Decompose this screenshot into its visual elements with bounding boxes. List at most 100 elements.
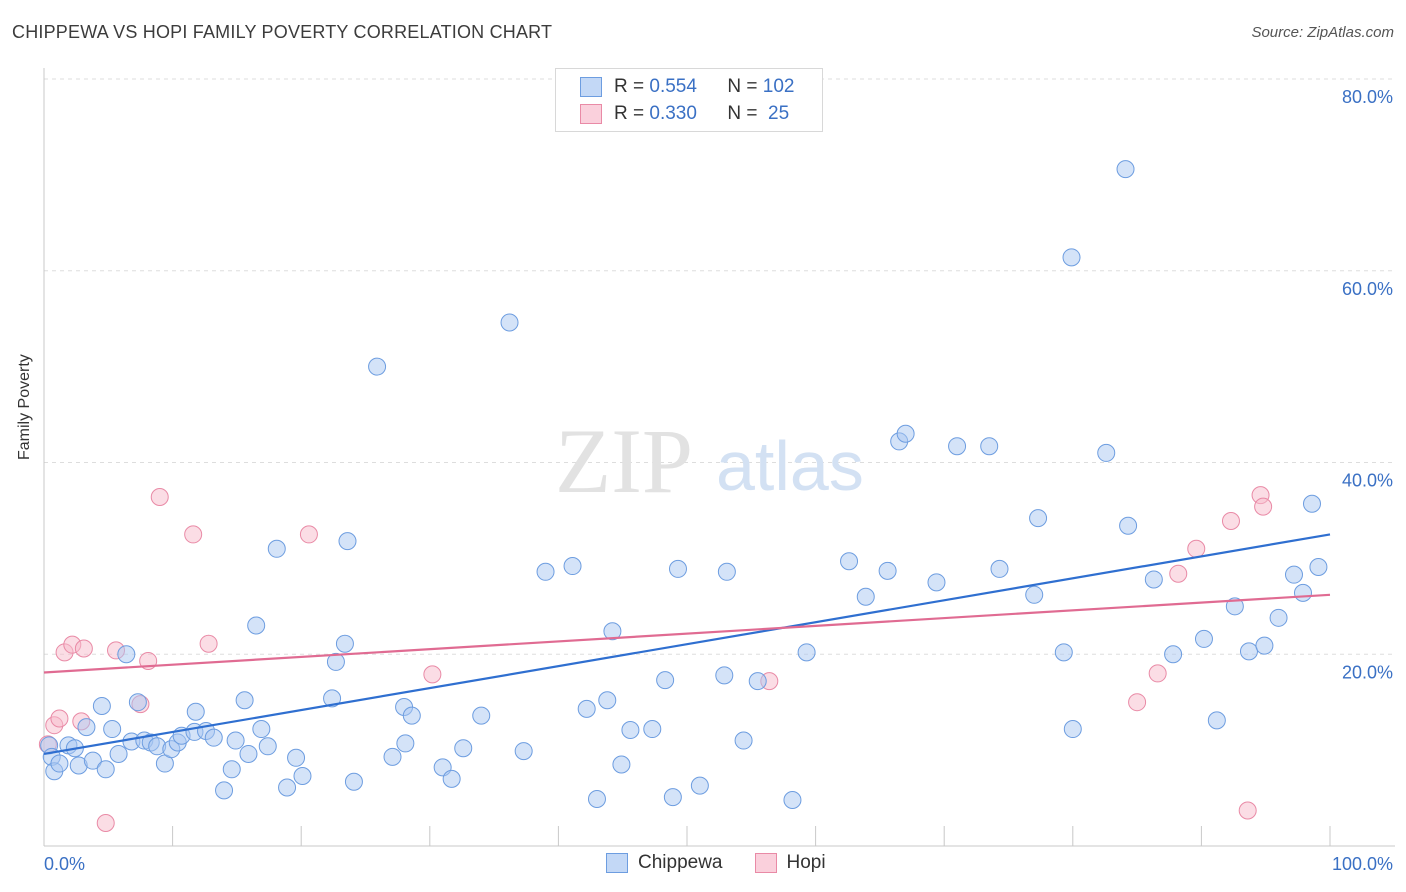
x-tick-label: 100.0% (1332, 854, 1393, 874)
chippewa-point (1309, 558, 1328, 577)
hopi-point (199, 634, 218, 653)
n-value: 102 (762, 76, 795, 97)
chippewa-point (1302, 494, 1321, 513)
chippewa-point (287, 748, 306, 767)
chippewa-point (326, 652, 345, 671)
chippewa-point (990, 559, 1009, 578)
chippewa-point (663, 788, 682, 807)
y-tick-labels: 20.0% 40.0% 60.0% 80.0% (1342, 87, 1393, 682)
chippewa-point (927, 573, 946, 592)
chippewa-point (656, 671, 675, 690)
chippewa-point (748, 672, 767, 691)
chippewa-point (1144, 570, 1163, 589)
chippewa-point (1164, 645, 1183, 664)
chippewa-point (603, 622, 622, 641)
hopi-point (423, 665, 442, 684)
chippewa-point (338, 532, 357, 551)
chippewa-point (77, 718, 96, 737)
legend-row-hopi: R = 0.330 N = 25 (580, 102, 789, 126)
chippewa-point (1194, 629, 1213, 648)
chippewa-point (896, 424, 915, 443)
chippewa-swatch (580, 77, 602, 97)
chippewa-points (40, 160, 1328, 809)
y-tick-label: 40.0% (1342, 471, 1393, 491)
y-tick-label: 20.0% (1342, 662, 1393, 682)
r-label: R = (614, 76, 650, 97)
r-label: R = (614, 103, 650, 124)
chippewa-point (715, 666, 734, 685)
hopi-point (150, 488, 169, 507)
chippewa-point (96, 760, 115, 779)
chippewa-point (258, 737, 277, 756)
chippewa-point (856, 587, 875, 606)
chippewa-point (840, 552, 859, 571)
chippewa-point (278, 778, 297, 797)
chippewa-trend-line (43, 533, 1331, 756)
watermark-atlas: atlas (716, 427, 864, 505)
chippewa-point (50, 754, 69, 773)
hopi-point (50, 709, 69, 728)
chippewa-point (293, 767, 312, 786)
chippewa-point (1029, 509, 1048, 528)
chippewa-point (980, 437, 999, 456)
chippewa-point (454, 739, 473, 758)
y-tick-label: 80.0% (1342, 87, 1393, 107)
x-tick-label: 0.0% (44, 854, 85, 874)
chippewa-point (247, 616, 266, 635)
watermark-zip: ZIP (555, 410, 693, 512)
n-label: N = (727, 76, 763, 97)
chippewa-point (109, 744, 128, 763)
hopi-point (74, 639, 93, 658)
hopi-swatch (580, 104, 602, 124)
r-value: 0.554 (649, 76, 697, 97)
axes (43, 68, 1395, 847)
chippewa-point (396, 734, 415, 753)
chippewa-point (587, 790, 606, 809)
n-label: N = (727, 103, 763, 124)
chippewa-point (1239, 642, 1258, 661)
hopi-point (1238, 801, 1257, 820)
chippewa-point (267, 539, 286, 558)
chippewa-point (612, 755, 631, 774)
chippewa-point (1119, 516, 1138, 535)
chippewa-point (783, 790, 802, 809)
chippewa-point (1225, 597, 1244, 616)
y-tick-label: 60.0% (1342, 279, 1393, 299)
chippewa-point (1062, 248, 1081, 267)
chippewa-point (1255, 636, 1274, 655)
chippewa-point (514, 742, 533, 761)
legend-item-chippewa: Chippewa (606, 852, 723, 874)
chippewa-point (1063, 720, 1082, 739)
chippewa-point (1284, 565, 1303, 584)
n-value: 25 (762, 103, 790, 124)
chippewa-point (690, 776, 709, 795)
chart-title: CHIPPEWA VS HOPI FAMILY POVERTY CORRELAT… (12, 22, 553, 42)
chippewa-point (215, 781, 234, 800)
series-legend: Chippewa Hopi (606, 852, 858, 874)
legend-row-chippewa: R = 0.554 N = 102 (580, 75, 794, 99)
chippewa-point (668, 559, 687, 578)
hopi-points (38, 486, 1273, 832)
hopi-point (96, 813, 115, 832)
chippewa-point (797, 643, 816, 662)
trend-lines (43, 533, 1331, 756)
chippewa-point (186, 702, 205, 721)
chippewa-point (1207, 711, 1226, 730)
chippewa-point (226, 731, 245, 750)
chippewa-point (92, 697, 111, 716)
hopi-point (1148, 664, 1167, 683)
chippewa-point (1269, 608, 1288, 627)
chippewa-point (442, 769, 461, 788)
chippewa-point (717, 562, 736, 581)
hopi-point (1169, 564, 1188, 583)
chippewa-point (1116, 160, 1135, 179)
chippewa-point (83, 751, 102, 770)
chippewa-point (1054, 643, 1073, 662)
hopi-legend-swatch (754, 853, 777, 873)
hopi-legend-label: Hopi (786, 852, 826, 873)
chippewa-legend-swatch (606, 853, 628, 873)
x-tick-labels: 0.0% 100.0% (44, 854, 1393, 874)
hopi-point (299, 525, 318, 544)
chippewa-point (204, 728, 223, 747)
